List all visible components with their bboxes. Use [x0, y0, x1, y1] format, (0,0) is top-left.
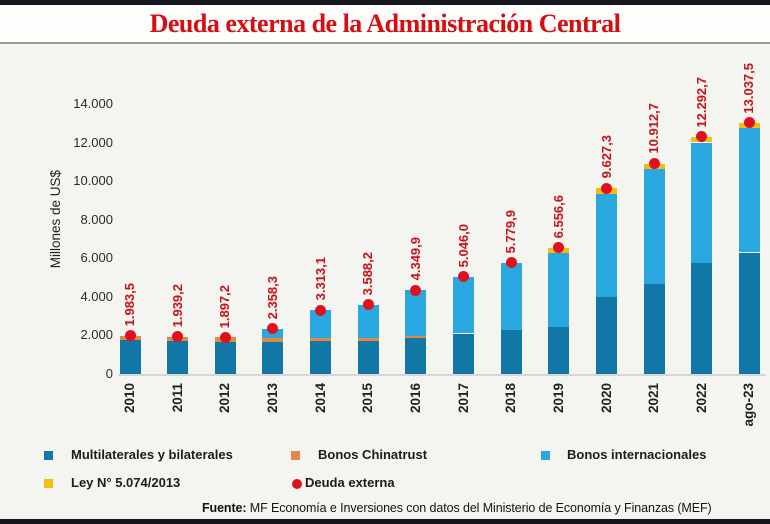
x-tick-label: 2013: [264, 383, 280, 414]
deuda-externa-marker: [219, 331, 231, 343]
y-tick-label: 2.000: [80, 327, 113, 343]
bar-segment-bonos-chinatrust: [310, 337, 332, 342]
bar-segment-bonos-chinatrust: [405, 336, 427, 339]
value-label: 5.779,9: [503, 209, 519, 253]
value-label: 5.046,0: [455, 223, 471, 268]
value-label: 1.939,2: [169, 283, 185, 328]
value-label: 3.313,1: [312, 257, 328, 301]
x-tick-label: 2010: [122, 383, 137, 414]
bar-segment-multilaterales-y-bilaterales: [405, 338, 427, 374]
x-tick-label: 2015: [360, 383, 376, 414]
bottom-border: [0, 519, 770, 524]
bar-segment-multilaterales-y-bilaterales: [738, 252, 760, 374]
x-axis-line: [118, 374, 766, 376]
value-label: 12.292,7: [693, 76, 709, 128]
title-band: Deuda externa de la Administración Centr…: [0, 5, 770, 42]
y-tick-label: 0: [105, 366, 113, 381]
bar-segment-bonos-internacionales: [643, 169, 665, 285]
bar-segment-bonos-internacionales: [691, 142, 713, 264]
value-label: 2.358,3: [264, 275, 280, 319]
deuda-externa-marker: [315, 304, 327, 316]
bar-segment-bonos-chinatrust: [262, 338, 284, 343]
y-tick-label: 6.000: [80, 250, 113, 266]
legend-label: Bonos Chinatrust: [318, 447, 428, 462]
bar-segment-bonos-internacionales: [548, 253, 570, 327]
y-tick-label: 10.000: [73, 173, 113, 189]
bar-segment-multilaterales-y-bilaterales: [548, 326, 570, 375]
legend-dot-4: [292, 478, 302, 489]
bar-segment-bonos-internacionales: [596, 193, 617, 297]
x-tick-label: 2019: [550, 383, 566, 414]
x-tick-label: 2014: [312, 383, 328, 414]
bar-segment-bonos-internacionales: [357, 304, 379, 339]
y-tick-label: 14.000: [73, 96, 113, 111]
bar-segment-multilaterales-y-bilaterales: [691, 263, 713, 374]
x-tick-label: 2020: [598, 383, 614, 414]
bar-segment-multilaterales-y-bilaterales: [262, 342, 284, 374]
bar-segment-bonos-chinatrust: [357, 338, 379, 342]
x-tick-label: 2011: [169, 383, 185, 413]
x-tick-label: 2021: [646, 383, 662, 414]
value-label: 13.037,5: [741, 62, 757, 114]
bar-segment-multilaterales-y-bilaterales: [643, 284, 665, 374]
deuda-externa-marker: [267, 323, 279, 334]
value-label: 9.627,3: [598, 135, 614, 179]
source-note: Fuente: MF Economía e Inversiones con da…: [202, 501, 712, 515]
x-tick-label: 2012: [217, 383, 233, 414]
deuda-externa-marker: [410, 284, 422, 296]
value-label: 6.556,6: [550, 194, 566, 239]
value-label: 3.588,2: [360, 251, 376, 296]
deuda-externa-marker: [124, 330, 136, 342]
bar-segment-multilaterales-y-bilaterales: [453, 333, 475, 374]
deuda-externa-marker: [743, 117, 755, 129]
deuda-externa-marker: [362, 299, 374, 311]
legend-swatch-1: [291, 451, 300, 460]
top-border: [0, 0, 770, 5]
bar-segment-bonos-internacionales: [500, 262, 522, 330]
bar-segment-bonos-internacionales: [405, 290, 427, 337]
bar-segment-multilaterales-y-bilaterales: [214, 342, 236, 374]
bar-segment-bonos-internacionales: [310, 310, 332, 338]
deuda-externa-marker: [553, 242, 565, 254]
y-tick-label: 12.000: [73, 134, 113, 150]
x-tick-label: 2017: [455, 383, 471, 414]
legend-label: Ley N° 5.074/2013: [71, 475, 181, 490]
bar-segment-bonos-internacionales: [453, 276, 475, 334]
bar-segment-multilaterales-y-bilaterales: [167, 341, 189, 374]
y-tick-label: 4.000: [80, 288, 113, 304]
bar-segment-multilaterales-y-bilaterales: [119, 340, 141, 375]
value-label: 4.349,9: [407, 237, 423, 281]
bar-segment-multilaterales-y-bilaterales: [357, 341, 379, 374]
bar-segment-multilaterales-y-bilaterales: [500, 329, 522, 374]
value-label: 1.983,5: [122, 282, 137, 327]
bar-segment-bonos-internacionales: [738, 128, 760, 253]
chart-title: Deuda externa de la Administración Centr…: [149, 9, 621, 38]
legend-label: Deuda externa: [305, 475, 395, 490]
legend-swatch-2: [541, 451, 550, 460]
deuda-externa-marker: [172, 331, 184, 343]
value-label: 1.897,2: [217, 284, 233, 328]
x-tick-label: 2022: [693, 383, 709, 414]
deuda-externa-marker: [458, 271, 470, 283]
deuda-externa-marker: [601, 182, 612, 194]
value-label: 10.912,7: [646, 103, 662, 154]
deuda-externa-marker: [696, 131, 708, 143]
bar-segment-multilaterales-y-bilaterales: [596, 296, 617, 374]
source-label: Fuente:: [202, 501, 247, 515]
legend-label: Multilaterales y bilaterales: [71, 447, 233, 462]
x-tick-label: 2016: [407, 383, 423, 414]
legend-label: Bonos internacionales: [567, 447, 707, 462]
legend-swatch-3: [44, 479, 53, 488]
x-tick-label: 2018: [503, 383, 519, 414]
deuda-externa-marker: [648, 158, 660, 169]
source-text: MF Economía e Inversiones con datos del …: [246, 501, 712, 515]
title-separator: [0, 42, 770, 44]
y-tick-label: 8.000: [80, 211, 113, 227]
legend-swatch-0: [44, 451, 53, 460]
bar-segment-multilaterales-y-bilaterales: [310, 341, 332, 374]
x-tick-label: ago-23: [741, 383, 757, 427]
deuda-externa-marker: [505, 257, 517, 268]
